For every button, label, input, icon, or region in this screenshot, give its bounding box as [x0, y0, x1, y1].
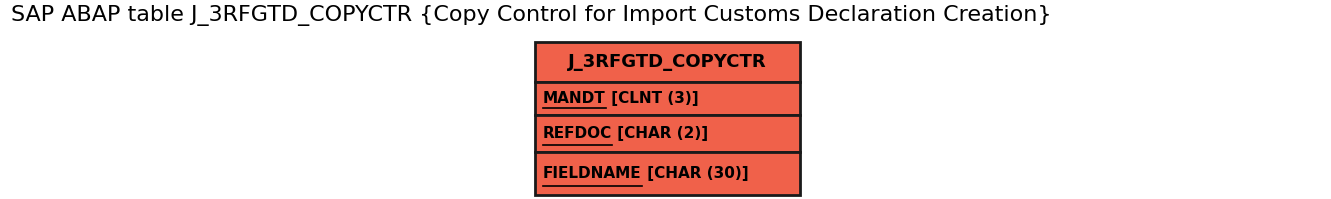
Text: SAP ABAP table J_3RFGTD_COPYCTR {Copy Control for Import Customs Declaration Cre: SAP ABAP table J_3RFGTD_COPYCTR {Copy Co…	[11, 5, 1051, 26]
Text: FIELDNAME: FIELDNAME	[543, 166, 642, 181]
Text: [CLNT (3)]: [CLNT (3)]	[606, 91, 699, 106]
Text: J_3RFGTD_COPYCTR: J_3RFGTD_COPYCTR	[568, 53, 767, 71]
Text: [CHAR (2)]: [CHAR (2)]	[612, 126, 708, 141]
FancyBboxPatch shape	[535, 115, 800, 152]
Text: [CHAR (30)]: [CHAR (30)]	[642, 166, 748, 181]
FancyBboxPatch shape	[535, 42, 800, 82]
FancyBboxPatch shape	[535, 82, 800, 115]
FancyBboxPatch shape	[535, 152, 800, 195]
Text: REFDOC: REFDOC	[543, 126, 612, 141]
Text: MANDT: MANDT	[543, 91, 606, 106]
